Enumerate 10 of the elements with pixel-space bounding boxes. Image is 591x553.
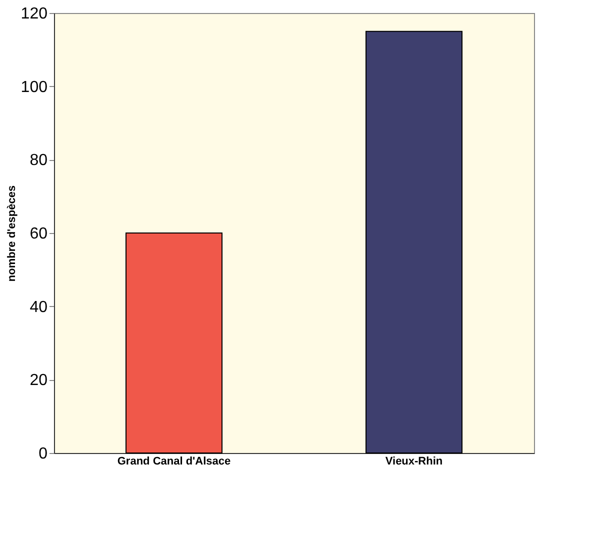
y-tick-label: 0: [38, 446, 48, 462]
y-tick-label: 100: [20, 78, 48, 96]
y-axis-title: nombre d'espèces: [6, 185, 18, 282]
y-tick-label: 20: [30, 372, 48, 390]
y-tick-label: 40: [30, 298, 48, 316]
x-tick-label: Grand Canal d'Alsace: [117, 456, 231, 468]
y-tick-label: 120: [20, 6, 48, 22]
y-tick-label: 80: [30, 152, 48, 170]
x-tick-label: Vieux-Rhin: [385, 456, 443, 468]
y-tick-label: 60: [30, 226, 48, 242]
